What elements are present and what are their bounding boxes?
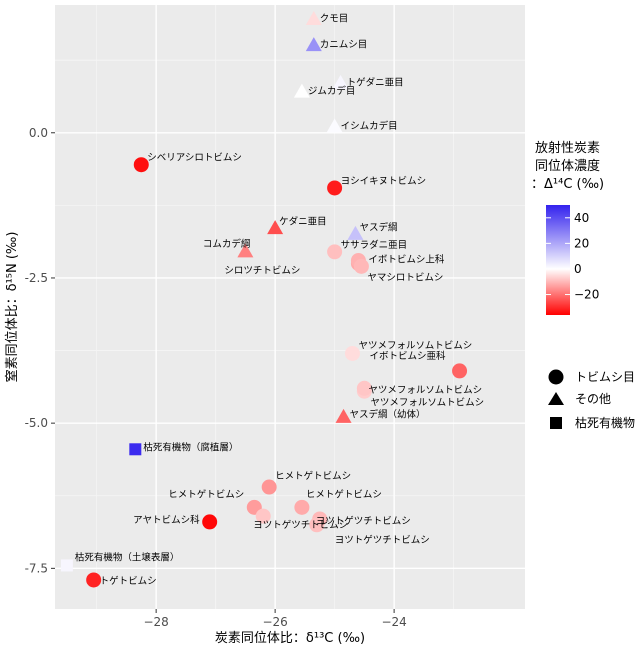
data-point-triangle xyxy=(326,118,343,133)
data-point-circle xyxy=(261,479,277,495)
y-tick-label: -5.0 xyxy=(25,416,48,430)
data-point-square xyxy=(60,559,73,572)
data-point-square xyxy=(129,443,142,456)
color-bar-ticks: 40 20 0 −20 xyxy=(546,211,599,302)
point-label: ササラダニ亜目 xyxy=(341,239,408,251)
point-label: 枯死有機物（腐植層） xyxy=(143,441,238,453)
color-legend-title-2: 同位体濃度 xyxy=(535,158,600,174)
legend-triangle-icon xyxy=(548,392,564,405)
point-label: ジムカデ目 xyxy=(308,85,356,97)
data-point-triangle xyxy=(305,37,322,52)
point-label: トゲトビムシ xyxy=(100,575,157,587)
shape-legend: トビムシ目 その他 枯死有機物 xyxy=(548,369,635,430)
point-label: ヨツトゲツチトビムシ xyxy=(253,519,348,531)
x-tick-label: −26 xyxy=(262,615,287,629)
point-label: クモ目 xyxy=(320,14,349,25)
data-point-circle xyxy=(309,517,325,533)
point-label: ヒメトゲトビムシ xyxy=(306,488,382,500)
point-label: ヤスデ綱（幼体） xyxy=(350,408,426,420)
data-point-circle xyxy=(356,380,372,396)
y-tick-label: -7.5 xyxy=(25,561,48,575)
data-point-circle xyxy=(327,180,343,196)
point-label: ヒメトゲトビムシ xyxy=(168,488,244,500)
color-bar-tick-label: 20 xyxy=(574,236,589,250)
data-point-triangle xyxy=(293,83,310,98)
point-label: ヒメトゲトビムシ xyxy=(275,470,351,482)
x-axis-title: 炭素同位体比：δ¹³C (‰) xyxy=(215,631,365,646)
y-tick-label: -2.5 xyxy=(25,271,48,285)
label-layer: クモ目カニムシ目トゲダニ亜目ジムカデ目イシムカデ目シベリアシロトビムシヨシイキヌ… xyxy=(75,14,484,587)
data-point-circle xyxy=(344,345,360,361)
point-label: シロツチトビムシ xyxy=(224,265,300,276)
color-bar-tick-label: 0 xyxy=(574,262,582,276)
data-point-circle xyxy=(452,363,468,379)
point-label: ヤツメフォルソムトビムシ xyxy=(368,385,482,396)
data-point-circle xyxy=(255,508,271,524)
point-label: ヤツメフォルソムトビムシ xyxy=(370,397,484,408)
point-label: ヨシイキヌトビムシ xyxy=(341,176,427,187)
point-label: ヤマシロトビムシ xyxy=(367,272,443,283)
point-label: ヤスデ綱 xyxy=(359,221,397,233)
data-point-circle xyxy=(133,157,149,173)
legend-square-icon xyxy=(550,417,562,429)
data-point-triangle xyxy=(335,408,352,423)
legend-circle-label: トビムシ目 xyxy=(575,370,635,384)
legend-square-label: 枯死有機物 xyxy=(575,415,635,430)
data-point-triangle xyxy=(347,225,364,240)
data-point-circle xyxy=(86,572,102,588)
data-point-triangle xyxy=(305,11,322,26)
point-label: イボトビムシ亜科 xyxy=(370,350,447,362)
grid-layer xyxy=(55,5,525,609)
point-label: ケダニ亜目 xyxy=(279,216,327,228)
y-axis-title: 窒素同位体比：δ¹⁵N (‰) xyxy=(4,232,20,383)
point-label: イボトビムシ上科 xyxy=(368,254,445,266)
color-bar-tick-label: 40 xyxy=(574,211,589,225)
data-point-circle xyxy=(202,514,218,530)
data-point-circle xyxy=(327,244,343,260)
data-point-circle xyxy=(294,499,310,515)
point-label: 枯死有機物（土壌表層） xyxy=(75,551,180,563)
legend-triangle-label: その他 xyxy=(575,392,611,406)
color-legend-title-3: ：Δ¹⁴C (‰) xyxy=(531,177,604,192)
color-legend-title-1: 放射性炭素 xyxy=(535,140,600,156)
legend-circle-icon xyxy=(548,369,564,385)
color-bar-tick-label: −20 xyxy=(574,288,599,302)
color-legend: 放射性炭素 同位体濃度 ：Δ¹⁴C (‰) 40 20 0 −20 xyxy=(531,140,604,315)
plot-panel xyxy=(55,5,525,609)
point-label: ヨツトゲツチトビムシ xyxy=(316,515,411,527)
point-label: シベリアシロトビムシ xyxy=(147,153,242,164)
point-label: ヤツメフォルソムトビムシ xyxy=(358,340,472,351)
data-point-triangle xyxy=(267,220,284,235)
x-tick-label: −28 xyxy=(143,615,168,629)
point-label: トゲダニ亜目 xyxy=(347,76,404,88)
color-bar xyxy=(546,205,570,315)
x-tick-label: −24 xyxy=(381,615,406,629)
point-label: アヤトビムシ科 xyxy=(133,514,200,526)
data-point-circle xyxy=(353,258,369,274)
data-point-triangle xyxy=(332,74,349,89)
y-tick-label: 0.0 xyxy=(29,126,48,140)
axis-layer: −28 −26 −24 0.0 -2.5 -5.0 -7.5 xyxy=(25,126,407,629)
point-label: ヨツトゲツチトビムシ xyxy=(335,534,430,546)
point-label: イシムカデ目 xyxy=(341,120,398,132)
point-label: カニムシ目 xyxy=(320,40,368,51)
data-point-triangle xyxy=(237,243,254,258)
point-layer xyxy=(60,11,468,588)
point-label: コムカデ綱 xyxy=(203,238,251,250)
